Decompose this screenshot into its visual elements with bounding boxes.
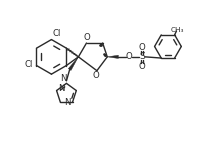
Text: S: S bbox=[139, 52, 145, 61]
Text: O: O bbox=[125, 52, 132, 61]
Polygon shape bbox=[68, 57, 78, 71]
Text: CH₃: CH₃ bbox=[171, 27, 184, 33]
Text: N: N bbox=[64, 98, 71, 107]
Text: O: O bbox=[139, 62, 145, 71]
Polygon shape bbox=[107, 55, 118, 58]
Text: Cl: Cl bbox=[52, 29, 61, 38]
Text: O: O bbox=[83, 33, 90, 42]
Text: Cl: Cl bbox=[25, 60, 33, 69]
Text: O: O bbox=[92, 71, 99, 80]
Text: N: N bbox=[60, 74, 67, 83]
Text: O: O bbox=[139, 43, 145, 52]
Text: N: N bbox=[58, 84, 65, 93]
